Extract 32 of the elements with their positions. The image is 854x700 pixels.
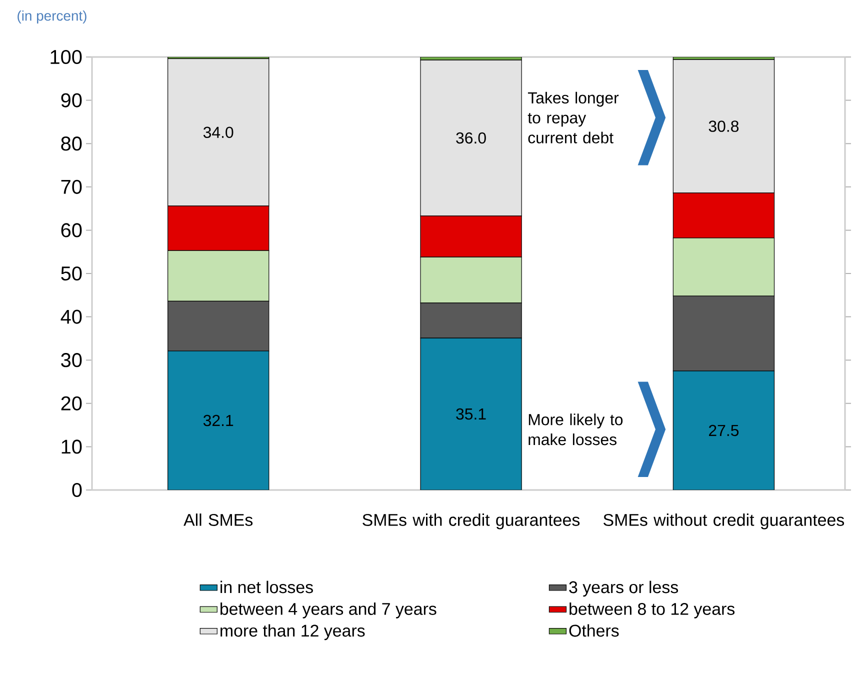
y-tick-label: 40	[60, 310, 82, 324]
x-tick-label: All SMEs	[184, 514, 253, 526]
x-tick-label: SMEs without credit guarantees	[604, 514, 844, 530]
y-tick-label: 60	[61, 223, 82, 238]
y-tick-label: 100	[50, 50, 82, 64]
legend-label: Others	[569, 624, 619, 637]
bar	[420, 338, 522, 490]
y-tick-label: 80	[61, 136, 82, 151]
legend-label: in net losses	[220, 580, 313, 594]
annotation: Takes longer to repay current debt	[528, 92, 619, 144]
y-tick-label: 0	[72, 482, 82, 498]
y-tick-label: 50	[61, 266, 82, 281]
data-label: 32.1	[203, 414, 234, 426]
y-axis-title: (in percent)	[18, 10, 86, 24]
data-label: 35.1	[456, 408, 486, 420]
x-tick-label: SMEs with credit guarantees	[362, 514, 580, 530]
data-label: 34.0	[203, 126, 234, 138]
legend-label: more than 12 years	[220, 624, 365, 640]
legend-label: between 4 years and 7 years	[220, 602, 436, 618]
legend-label: 3 years or less	[569, 580, 678, 597]
annotation: More likely to make losses	[528, 414, 623, 446]
bar	[168, 350, 270, 490]
y-tick-label: 90	[61, 93, 82, 108]
data-label: 30.8	[708, 120, 739, 132]
data-label: 36.0	[456, 132, 486, 144]
legend-label: between 8 to 12 years	[570, 602, 735, 618]
data-label: 27.5	[709, 424, 739, 436]
bar	[672, 370, 775, 490]
y-tick-label: 20	[61, 396, 82, 410]
y-tick-label: 30	[61, 353, 82, 368]
y-tick-label: 70	[61, 180, 82, 194]
y-tick-label: 10	[62, 440, 82, 454]
